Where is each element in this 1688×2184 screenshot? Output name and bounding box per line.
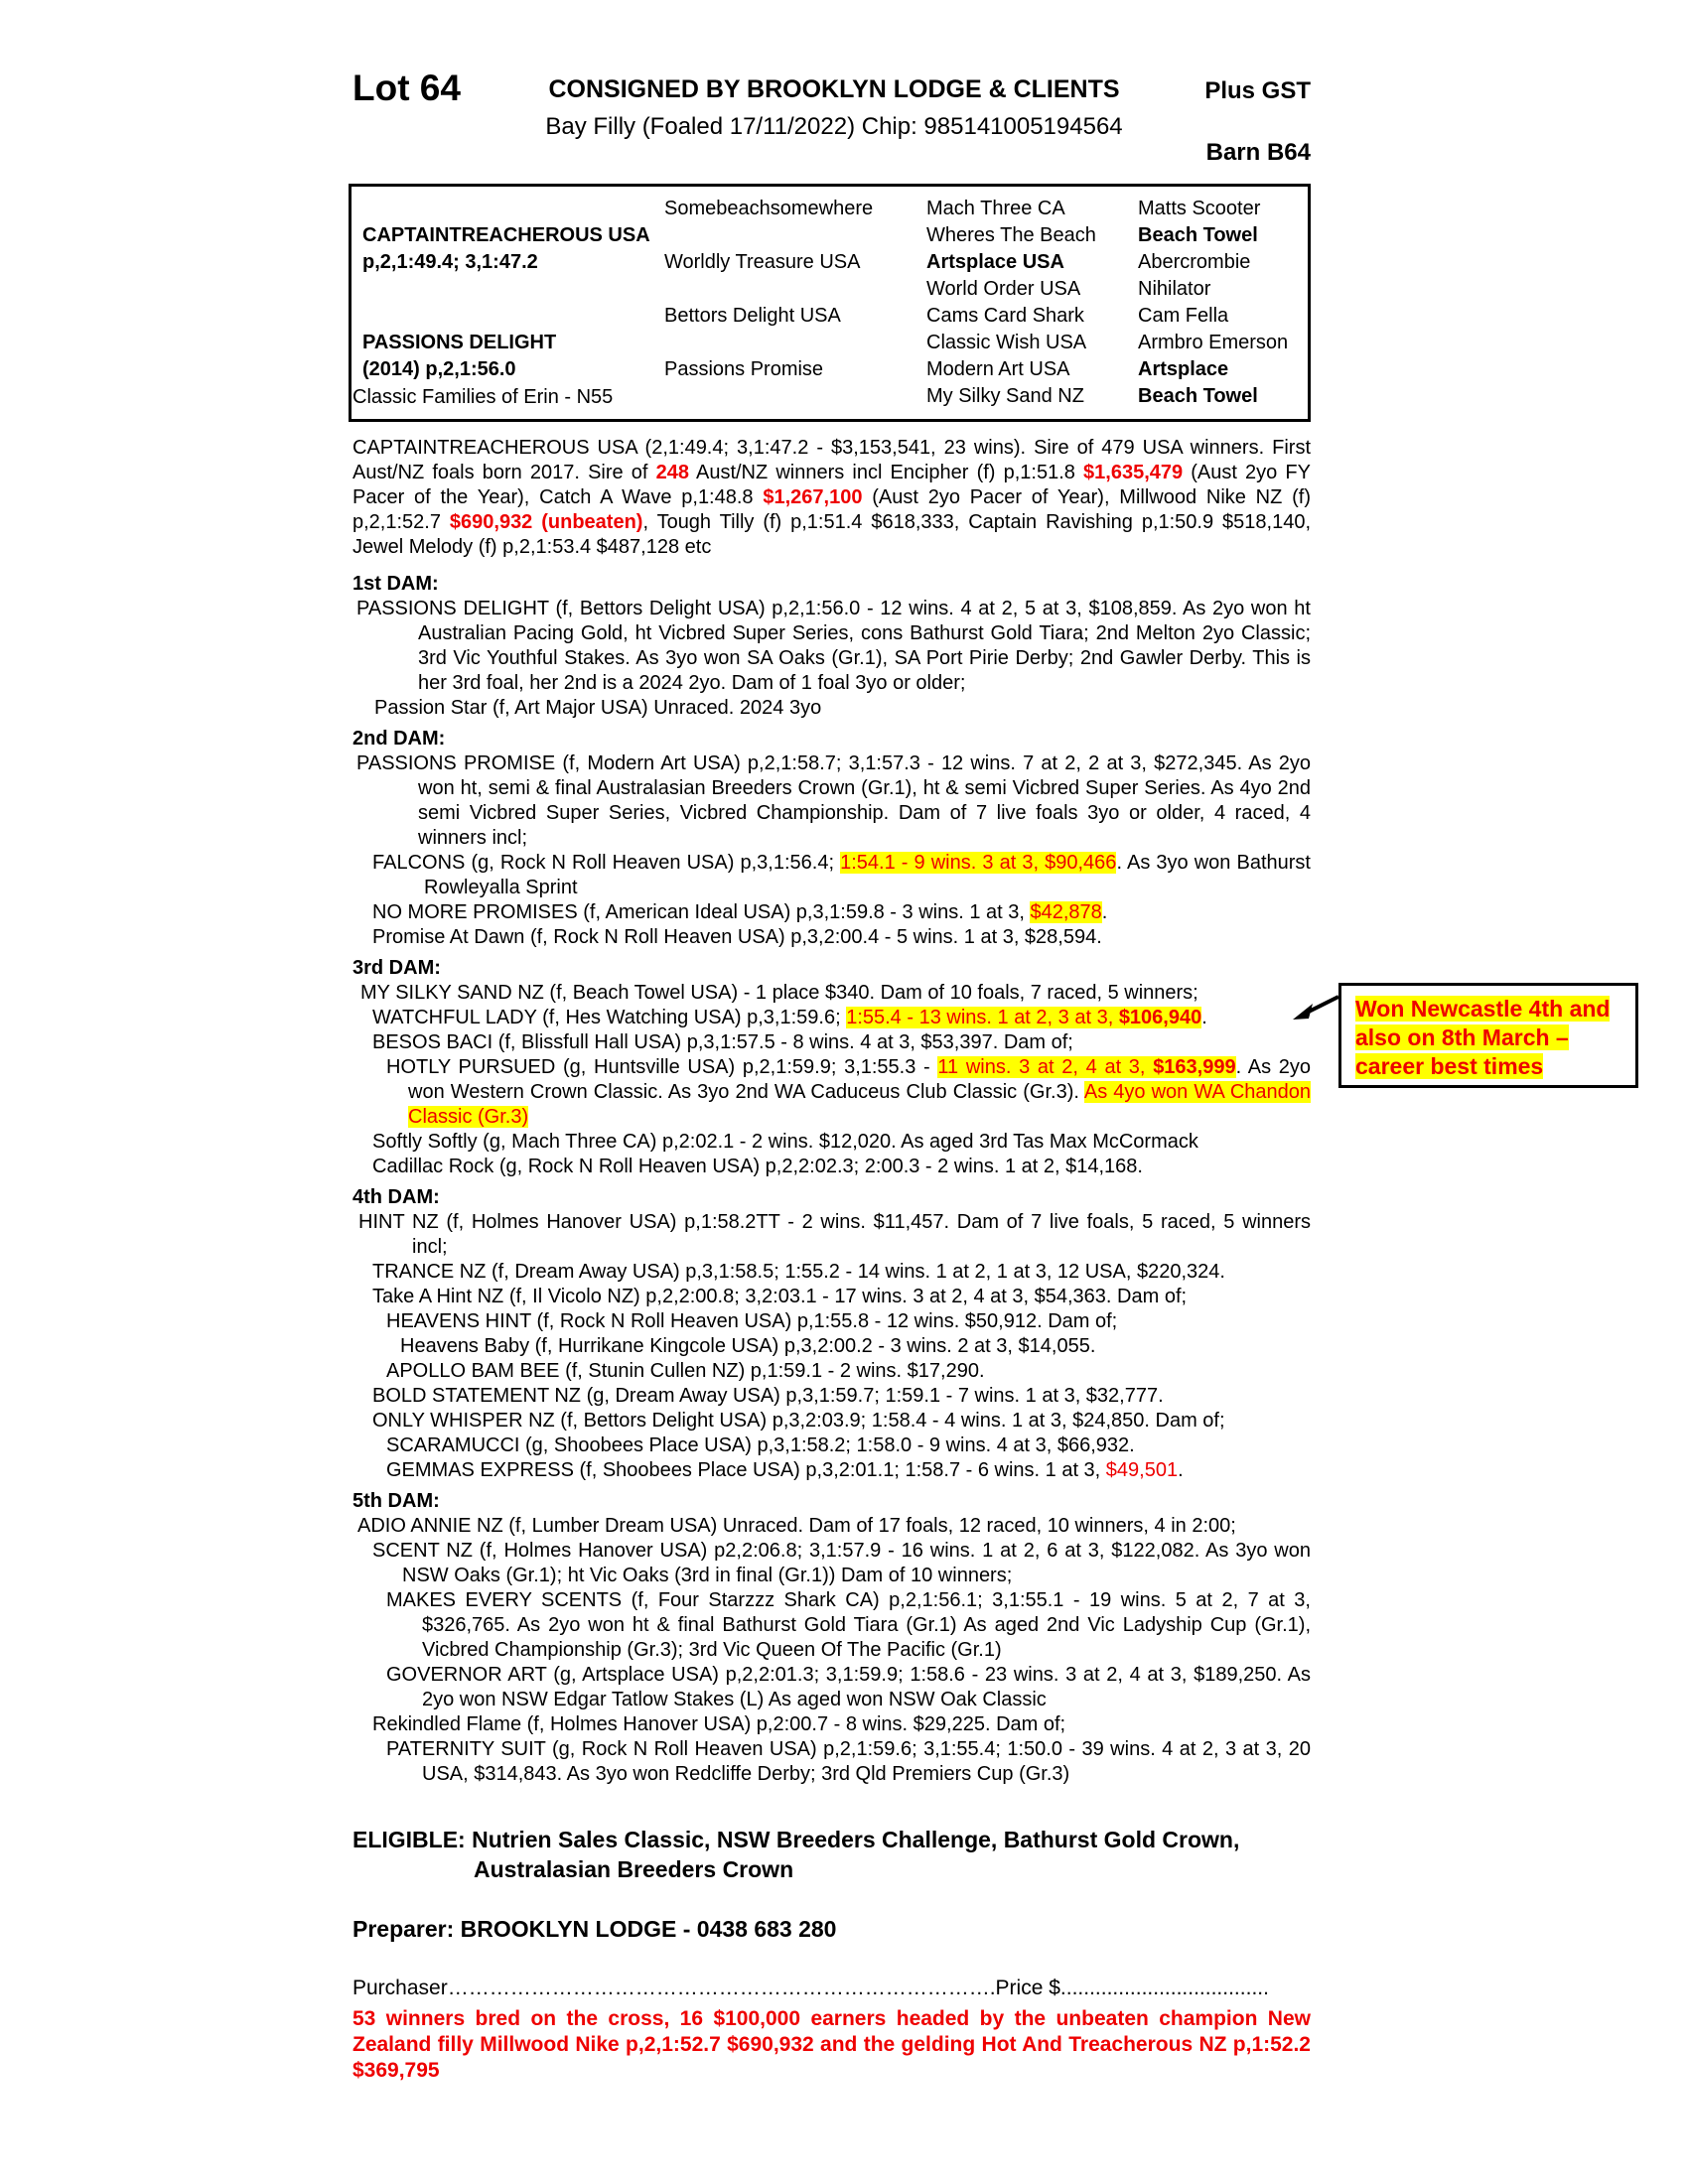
preparer-line: Preparer: BROOKLYN LODGE - 0438 683 280 <box>352 1916 837 1942</box>
pedigree-cell: Beach Towel <box>1138 385 1258 407</box>
flow-para: Heavens Baby (f, Hurrikane Kingcole USA)… <box>400 1335 1096 1357</box>
pedigree-row: My Silky Sand NZ Beach Towel <box>362 383 1308 410</box>
pedigree-cell: Abercrombie <box>1138 251 1251 273</box>
pedigree-cell: Worldly Treasure USA <box>664 251 861 273</box>
flow-para: Classic Families of Erin - N55 <box>352 386 614 408</box>
flow-para: PATERNITY SUIT (g, Rock N Roll Heaven US… <box>386 1738 1312 1785</box>
pedigree-cell: Artsplace <box>1138 358 1229 380</box>
flow-para: APOLLO BAM BEE (f, Stunin Cullen NZ) p,1… <box>386 1360 985 1382</box>
flow-para: 3rd DAM: <box>352 957 441 979</box>
flow-para: WATCHFUL LADY (f, Hes Watching USA) p,3,… <box>372 1007 1207 1028</box>
pedigree-row: PASSIONS DELIGHT Classic Wish USA Armbro E… <box>362 330 1308 356</box>
flow-para: MAKES EVERY SCENTS (f, Four Starzzz Shar… <box>386 1589 1311 1661</box>
annotation-box: Won Newcastle 4th and also on 8th March –… <box>1338 983 1638 1088</box>
pedigree-cell: Bettors Delight USA <box>664 305 841 327</box>
pedigree-row: (2014) p,2,1:56.0 Passions Promise Modern … <box>362 356 1308 383</box>
flow-para: BOLD STATEMENT NZ (g, Dream Away USA) p,… <box>372 1385 1164 1407</box>
pedigree-row: p,2,1:49.4; 3,1:47.2 Worldly Treasure USA… <box>362 249 1308 276</box>
pedigree-cell: Beach Towel <box>1138 224 1258 246</box>
flow-para: SCENT NZ (f, Holmes Hanover USA) p2,2:06… <box>372 1540 1311 1586</box>
footer-block: ELIGIBLE: Nutrien Sales Classic, NSW Bre… <box>352 1825 1311 2084</box>
flow-para: PASSIONS PROMISE (f, Modern Art USA) p,2… <box>356 752 1311 849</box>
header-center: CONSIGNED BY BROOKLYN LODGE & CLIENTS Ba… <box>427 75 1241 141</box>
flow-para: HOTLY PURSUED (g, Huntsville USA) p,2,1:… <box>386 1056 1312 1128</box>
flow-para: SCARAMUCCI (g, Shoobees Place USA) p,3,1… <box>386 1434 1135 1456</box>
header-right: Plus GST <box>1092 77 1311 105</box>
barn-number: Barn B64 <box>1205 139 1311 166</box>
pedigree-row: Somebeachsomewhere Mach Three CA Matts Sco… <box>362 196 1308 222</box>
flow-para: CAPTAINTREACHEROUS USA (2,1:49.4; 3,1:47… <box>352 437 1311 558</box>
pedigree-row: Bettors Delight USA Cams Card Shark Cam Fe… <box>362 303 1308 330</box>
pedigree-cell: Nihilator <box>1138 278 1211 300</box>
pedigree-cell: Somebeachsomewhere <box>664 198 874 219</box>
flow-para: Cadillac Rock (g, Rock N Roll Heaven USA… <box>372 1156 1143 1177</box>
flow-para: PASSIONS DELIGHT (f, Bettors Delight USA… <box>356 598 1311 694</box>
pedigree-cell: PASSIONS DELIGHT <box>362 332 557 353</box>
pedigree-cell: CAPTAINTREACHEROUS USA <box>362 224 650 246</box>
pedigree-cell: World Order USA <box>926 278 1081 300</box>
gst-note: Plus GST <box>1204 77 1311 104</box>
flow-para: TRANCE NZ (f, Dream Away USA) p,3,1:58.5… <box>372 1261 1225 1283</box>
cross-stats-note: 53 winners bred on the cross, 16 $100,00… <box>352 2007 1311 2082</box>
flow-para: NO MORE PROMISES (f, American Ideal USA)… <box>372 901 1108 923</box>
flow-para: ADIO ANNIE NZ (f, Lumber Dream USA) Unra… <box>357 1515 1236 1537</box>
eligible-line-1: ELIGIBLE: Nutrien Sales Classic, NSW Bre… <box>352 1827 1240 1852</box>
pedigree-cell: Passions Promise <box>664 358 824 380</box>
pedigree-text-flow: Classic Families of Erin - N55 CAPTAINTRE… <box>352 385 1311 1787</box>
lot-number: Lot 64 <box>352 68 461 108</box>
flow-para: Rekindled Flame (f, Holmes Hanover USA) … <box>372 1713 1066 1735</box>
flow-para: 5th DAM: <box>352 1490 440 1512</box>
pedigree-cell: Modern Art USA <box>926 358 1070 380</box>
flow-para: 1st DAM: <box>352 573 439 595</box>
pedigree-row: CAPTAINTREACHEROUS USA Wheres The Beach Be… <box>362 222 1308 249</box>
consignor-line: CONSIGNED BY BROOKLYN LODGE & CLIENTS <box>548 75 1120 103</box>
pedigree-row: World Order USA Nihilator <box>362 276 1308 303</box>
pedigree-cell: My Silky Sand NZ <box>926 385 1084 407</box>
flow-para: GEMMAS EXPRESS (f, Shoobees Place USA) p… <box>386 1459 1184 1481</box>
flow-para: Take A Hint NZ (f, Il Vicolo NZ) p,2,2:0… <box>372 1286 1188 1307</box>
pedigree-cell: Mach Three CA <box>926 198 1065 219</box>
pedigree-cell: (2014) p,2,1:56.0 <box>362 358 516 380</box>
pedigree-cell: Classic Wish USA <box>926 332 1087 353</box>
flow-para: ONLY WHISPER NZ (f, Bettors Delight USA)… <box>372 1410 1225 1432</box>
pedigree-cell: Armbro Emerson <box>1138 332 1289 353</box>
flow-para: GOVERNOR ART (g, Artsplace USA) p,2,2:01… <box>386 1664 1311 1710</box>
pedigree-cell: Cams Card Shark <box>926 305 1084 327</box>
flow-para: FALCONS (g, Rock N Roll Heaven USA) p,3,… <box>372 852 1311 898</box>
flow-para: HEAVENS HINT (f, Rock N Roll Heaven USA)… <box>386 1310 1118 1332</box>
pedigree-table: Somebeachsomewhere Mach Three CA Matts Sco… <box>349 184 1311 422</box>
annotation-arrow-icon <box>1293 995 1339 1020</box>
flow-para: Softly Softly (g, Mach Three CA) p,2:02.… <box>372 1131 1198 1153</box>
pedigree-cell: Artsplace USA <box>926 251 1064 273</box>
pedigree-table-grid: Somebeachsomewhere Mach Three CA Matts Sco… <box>362 196 1308 410</box>
annotation-text: Won Newcastle 4th and also on 8th March –… <box>1355 996 1611 1079</box>
pedigree-cell: p,2,1:49.4; 3,1:47.2 <box>362 251 538 273</box>
flow-para: Passion Star (f, Art Major USA) Unraced.… <box>374 697 822 719</box>
flow-para: BESOS BACI (f, Blissfull Hall USA) p,3,1… <box>372 1031 1073 1053</box>
foaling-line: Bay Filly (Foaled 17/11/2022) Chip: 9851… <box>545 113 1123 140</box>
flow-para: MY SILKY SAND NZ (f, Beach Towel USA) - … <box>360 982 1198 1004</box>
flow-para: 4th DAM: <box>352 1186 440 1208</box>
flow-para: Promise At Dawn (f, Rock N Roll Heaven U… <box>372 926 1102 948</box>
pedigree-cell: Matts Scooter <box>1138 198 1261 219</box>
pedigree-cell: Cam Fella <box>1138 305 1229 327</box>
purchaser-price-line: Purchaser…………………………………………………………………….Pric… <box>352 1977 1269 1999</box>
flow-para: 2nd DAM: <box>352 728 446 750</box>
flow-para: HINT NZ (f, Holmes Hanover USA) p,1:58.2… <box>358 1211 1311 1258</box>
pedigree-cell: Wheres The Beach <box>926 224 1096 246</box>
eligible-line-2: Australasian Breeders Crown <box>474 1856 794 1882</box>
